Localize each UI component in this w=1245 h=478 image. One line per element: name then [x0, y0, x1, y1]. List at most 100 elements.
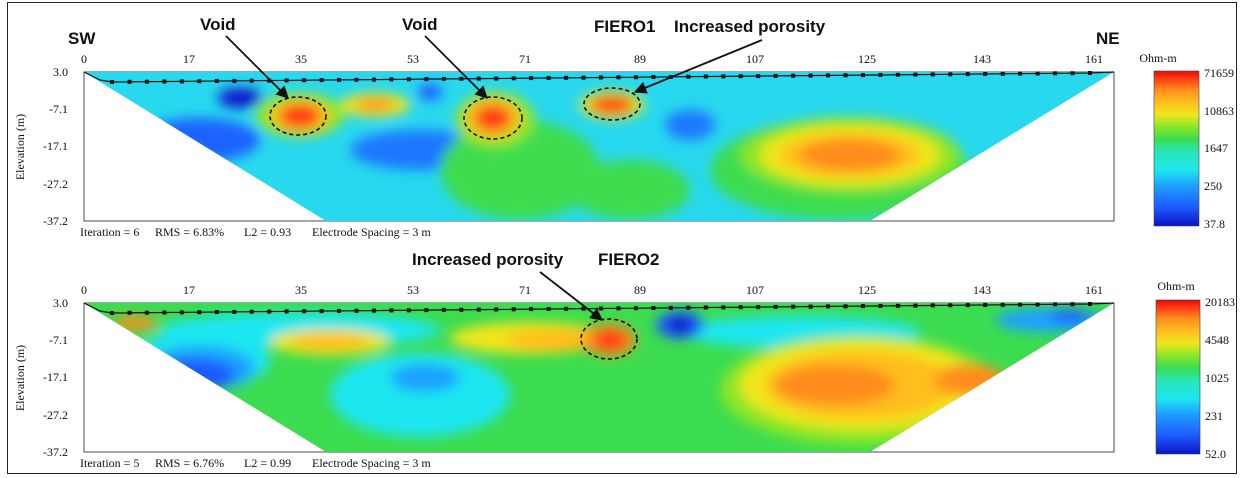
- electrode-marker: [179, 79, 184, 84]
- electrode-marker: [564, 306, 569, 311]
- electrode-marker: [581, 306, 586, 311]
- ne-label: NE: [1096, 29, 1120, 48]
- electrode-marker: [214, 310, 219, 314]
- electrode-marker: [267, 78, 272, 83]
- electrode-marker: [1000, 71, 1005, 76]
- bottom-colorbar-scale: [1155, 299, 1201, 455]
- bottom-colorbar-label: 20183: [1205, 295, 1235, 309]
- electrode-marker: [878, 303, 883, 308]
- electrode-marker: [110, 80, 114, 84]
- electrode-marker: [144, 79, 149, 84]
- top-x-tick: 161: [1085, 52, 1103, 66]
- top-x-tick: 89: [634, 52, 646, 66]
- electrode-marker: [791, 304, 796, 309]
- electrode-marker: [372, 77, 376, 82]
- electrode-marker: [1035, 71, 1040, 76]
- electrode-marker: [861, 73, 865, 78]
- electrode-marker: [808, 304, 813, 309]
- top-x-tick: 71: [519, 52, 531, 66]
- electrode-marker: [651, 75, 656, 79]
- bottom-y-tick: -27.2: [43, 408, 68, 422]
- bottom-x-tick: 125: [858, 283, 876, 297]
- electrode-marker: [372, 308, 376, 313]
- bottom-x-tick: 53: [407, 283, 419, 297]
- electrode-marker: [494, 76, 499, 81]
- electrode-marker: [633, 75, 638, 80]
- top-y-tick: -37.2: [43, 214, 68, 228]
- porosity-marker-top: [583, 87, 641, 121]
- top-x-tick: 143: [973, 52, 991, 66]
- electrode-marker: [424, 77, 429, 82]
- electrode-marker: [337, 77, 341, 82]
- electrode-marker: [1070, 302, 1075, 307]
- electrode-marker: [703, 74, 708, 79]
- electrode-marker: [616, 306, 621, 311]
- electrode-marker: [983, 72, 988, 76]
- electrode-marker: [529, 307, 534, 312]
- top-x-tick: 125: [858, 52, 876, 66]
- bottom-x-tick: 35: [295, 283, 307, 297]
- electrode-marker: [511, 307, 516, 312]
- porosity-arrow-top: [633, 39, 763, 94]
- electrode-marker: [441, 76, 446, 81]
- electrode-marker: [738, 305, 743, 310]
- electrode-marker: [529, 76, 534, 81]
- electrode-marker: [179, 310, 184, 315]
- electrode-marker: [913, 303, 918, 308]
- top-footer-rms: RMS = 6.83%: [155, 225, 224, 239]
- electrode-marker: [756, 74, 761, 79]
- electrode-marker: [1053, 302, 1058, 307]
- electrode-marker: [564, 75, 569, 80]
- top-y-tick: -7.1: [49, 102, 68, 116]
- electrode-marker: [668, 305, 673, 310]
- electrode-marker: [302, 309, 307, 314]
- electrode-marker: [1088, 71, 1092, 75]
- bottom-y-tick: 3.0: [53, 296, 68, 310]
- electrode-marker: [441, 307, 446, 312]
- bottom-resistivity-section: [84, 303, 1114, 452]
- electrode-marker: [965, 303, 970, 308]
- electrode-marker: [895, 72, 900, 77]
- electrode-marker: [511, 76, 516, 81]
- top-colorbar-unit: Ohm-m: [1139, 51, 1177, 65]
- porosity-marker-bottom: [580, 318, 638, 360]
- electrode-marker: [1018, 71, 1023, 76]
- electrode-marker: [773, 73, 778, 78]
- top-x-ticks: 0 17 35 53 71 89 107 125 143 161: [81, 52, 1103, 66]
- bottom-x-tick: 17: [183, 283, 195, 297]
- electrode-marker: [494, 307, 499, 312]
- electrode-marker: [703, 305, 708, 310]
- electrode-marker: [319, 78, 324, 83]
- electrode-marker: [1000, 302, 1005, 307]
- top-x-tick: 53: [407, 52, 419, 66]
- electrode-marker: [337, 308, 341, 313]
- bottom-y-ticks: 3.0 -7.1 -17.1 -27.2 -37.2: [43, 296, 68, 459]
- electrode-marker: [599, 75, 603, 80]
- electrode-marker: [791, 73, 796, 78]
- electrode-marker: [197, 79, 202, 84]
- top-colorbar-label: 37.8: [1204, 217, 1225, 231]
- top-x-tick: 35: [295, 52, 307, 66]
- electrode-marker: [721, 305, 726, 310]
- void-arrow-1: [225, 35, 289, 99]
- electrode-marker: [267, 309, 272, 314]
- electrode-marker: [249, 309, 254, 314]
- top-x-tick: 107: [746, 52, 764, 66]
- electrode-marker: [389, 308, 394, 313]
- electrode-marker: [476, 307, 481, 312]
- bottom-colorbar-unit: Ohm-m: [1157, 279, 1195, 293]
- top-panel: 0 17 35 53 71 89 107 125 143 161 3.0 -7.…: [13, 15, 1234, 239]
- increased-porosity-label-top: Increased porosity: [674, 17, 826, 36]
- electrode-marker: [983, 303, 988, 307]
- electrode-marker: [232, 309, 237, 314]
- electrode-marker: [756, 305, 761, 310]
- electrode-marker: [319, 309, 324, 314]
- electrode-marker: [406, 308, 411, 313]
- electrode-marker: [930, 72, 935, 77]
- bottom-panel: 0 17 35 53 71 89 107 125 143 161 3.0 -7.…: [13, 250, 1235, 470]
- electrode-marker: [284, 78, 289, 83]
- electrode-marker: [738, 74, 743, 79]
- electrode-marker: [948, 303, 953, 308]
- top-y-ticks: 3.0 -7.1 -17.1 -27.2 -37.2: [43, 65, 68, 228]
